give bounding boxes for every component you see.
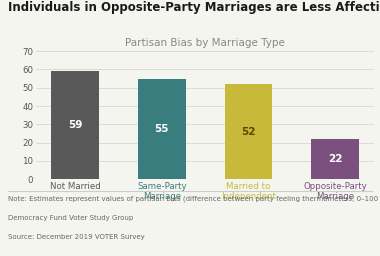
Text: 59: 59 — [68, 120, 82, 130]
Title: Partisan Bias by Marriage Type: Partisan Bias by Marriage Type — [125, 38, 285, 48]
Text: Individuals in Opposite-Party Marriages are Less Affectively Polarized: Individuals in Opposite-Party Marriages … — [8, 1, 380, 14]
Bar — [51, 71, 99, 179]
Bar — [138, 79, 186, 179]
Text: 22: 22 — [328, 154, 342, 164]
Text: 55: 55 — [155, 124, 169, 134]
Text: 52: 52 — [241, 127, 256, 137]
Text: Source: December 2019 VOTER Survey: Source: December 2019 VOTER Survey — [8, 234, 144, 240]
Text: Note: Estimates represent values of partisan bias (difference between party feel: Note: Estimates represent values of part… — [8, 196, 380, 202]
Bar — [225, 84, 272, 179]
Bar — [311, 139, 359, 179]
Text: Democracy Fund Voter Study Group: Democracy Fund Voter Study Group — [8, 215, 133, 221]
